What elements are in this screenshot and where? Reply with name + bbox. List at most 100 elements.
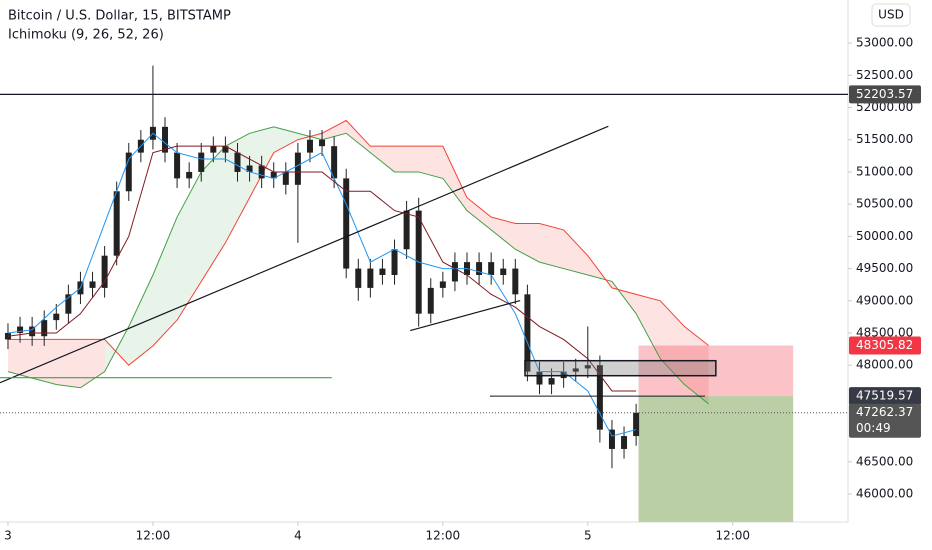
candle-body: [174, 152, 181, 179]
cloud-segment: [56, 339, 81, 388]
y-tick-label: 46500.00: [856, 454, 913, 468]
candle-body: [186, 171, 193, 179]
price-badge: [849, 403, 921, 438]
candle-body: [17, 326, 24, 333]
x-tick-label: 3: [4, 529, 12, 543]
candle-body: [125, 152, 132, 192]
currency-button[interactable]: [871, 3, 911, 27]
candle-body: [451, 262, 458, 282]
cloud-segment: [225, 133, 250, 243]
candle-body: [608, 429, 615, 449]
cloud-segment: [442, 146, 468, 211]
cloud-segment: [128, 275, 153, 366]
candle-body: [439, 281, 446, 288]
candle-body: [512, 268, 519, 295]
x-tick-label: 12:00: [136, 529, 171, 543]
candle-body: [403, 210, 410, 250]
candle-body: [198, 152, 205, 172]
cloud-segment: [370, 146, 395, 172]
y-tick-label: 53000.00: [856, 36, 913, 50]
candle-body: [391, 249, 398, 276]
cloud-segment: [346, 120, 371, 153]
trend-line: [0, 125, 609, 384]
candle-body: [476, 262, 483, 276]
candle-body: [246, 165, 253, 172]
span_b-line: [7, 119, 709, 366]
span_a-line: [7, 126, 709, 405]
target-zone: [638, 396, 794, 522]
y-tick-label: 48500.00: [856, 325, 913, 339]
candle-body: [500, 268, 507, 276]
candle-body: [162, 126, 169, 153]
candle-body: [367, 268, 374, 288]
price-badge: [849, 336, 921, 355]
candle-body: [536, 371, 543, 385]
price-badge: [849, 85, 921, 104]
y-tick-label: 50000.00: [856, 229, 913, 243]
wedge-line: [410, 300, 521, 332]
candle-body: [222, 146, 229, 153]
countdown: 00:49: [856, 421, 891, 435]
tenkan-line: [7, 132, 637, 437]
price-badge-label: 48305.82: [856, 338, 913, 352]
y-tick-label: 52500.00: [856, 68, 913, 82]
candle-body: [258, 165, 265, 179]
cloud-segment: [7, 339, 33, 379]
candle-body: [343, 178, 350, 269]
candle-body: [294, 152, 301, 185]
candle-body: [282, 171, 289, 185]
y-tick-label: 46000.00: [856, 487, 913, 501]
indicator-label: Ichimoku (9, 26, 52, 26): [8, 28, 164, 43]
candle-body: [331, 146, 338, 179]
candle-body: [572, 368, 579, 372]
cloud-segment: [515, 223, 540, 263]
y-tick-label: 49000.00: [856, 293, 913, 307]
x-tick-label: 12:00: [715, 529, 750, 543]
cloud-segment: [418, 146, 443, 179]
y-tick-label: 51500.00: [856, 132, 913, 146]
price-badge-label: 47262.37: [856, 405, 913, 419]
candle-body: [633, 412, 640, 437]
candle-body: [101, 255, 108, 288]
cloud-segment: [563, 229, 588, 276]
y-tick-label: 48000.00: [856, 358, 913, 372]
price-badge-label: 52203.57: [856, 87, 913, 101]
candle-body: [488, 262, 495, 276]
x-tick-label: 5: [584, 529, 592, 543]
x-tick-label: 4: [294, 529, 302, 543]
cloud-segment: [32, 339, 57, 385]
candle-body: [355, 268, 362, 288]
candle-body: [306, 139, 313, 153]
cloud-segment: [394, 146, 419, 172]
candle-body: [596, 365, 603, 430]
y-tick-label: 51000.00: [856, 164, 913, 178]
chart-title: Bitcoin / U.S. Dollar, 15, BITSTAMP: [8, 9, 231, 24]
zone-box: [524, 359, 717, 377]
candle-body: [29, 326, 36, 337]
candle-body: [560, 371, 567, 379]
candle-body: [89, 281, 96, 288]
candle-body: [234, 152, 241, 172]
y-tick-label: 52000.00: [856, 100, 913, 114]
candle-body: [270, 171, 277, 179]
cloud-segment: [660, 300, 685, 385]
cloud-segment: [273, 126, 298, 153]
y-tick-label: 49500.00: [856, 261, 913, 275]
cloud-segment: [684, 326, 709, 404]
x-tick-label: 12:00: [426, 529, 461, 543]
cloud-segment: [467, 197, 492, 230]
candle-body: [41, 320, 48, 337]
cloud-segment: [322, 120, 347, 140]
candle-body: [524, 294, 531, 372]
price-badge-label: 47519.57: [856, 389, 913, 403]
currency[interactable]: USD: [878, 8, 904, 22]
y-tick-label: 50500.00: [856, 197, 913, 211]
candle-body: [379, 268, 386, 276]
cloud-segment: [636, 294, 661, 359]
candle-body: [319, 139, 326, 147]
candle-body: [53, 313, 60, 321]
cloud-segment: [201, 146, 226, 282]
cloud-segment: [152, 217, 178, 346]
candle-body: [427, 287, 434, 314]
